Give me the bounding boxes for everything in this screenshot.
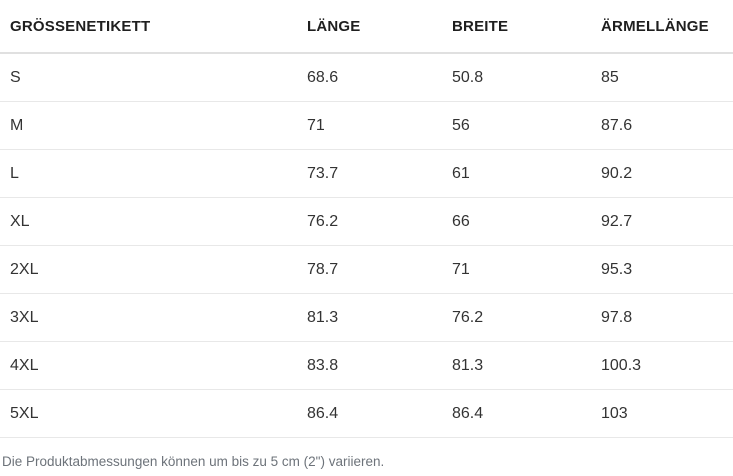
table-row-4xl: 4XL 83.8 81.3 100.3 bbox=[0, 341, 733, 390]
aermellaenge-cell: 97.8 bbox=[601, 293, 733, 342]
size-label-cell: 5XL bbox=[0, 389, 307, 438]
breite-cell: 86.4 bbox=[452, 389, 601, 438]
breite-cell: 81.3 bbox=[452, 341, 601, 390]
laenge-cell: 73.7 bbox=[307, 149, 452, 198]
column-header-aermellaenge: ÄRMELLÄNGE bbox=[601, 0, 733, 54]
aermellaenge-cell: 85 bbox=[601, 53, 733, 102]
size-label-cell: M bbox=[0, 101, 307, 150]
table-row-2xl: 2XL 78.7 71 95.3 bbox=[0, 245, 733, 294]
aermellaenge-cell: 87.6 bbox=[601, 101, 733, 150]
table-row-xl: XL 76.2 66 92.7 bbox=[0, 197, 733, 246]
table-row-l: L 73.7 61 90.2 bbox=[0, 149, 733, 198]
breite-cell: 66 bbox=[452, 197, 601, 246]
size-label-cell: 2XL bbox=[0, 245, 307, 294]
table-row-s: S 68.6 50.8 85 bbox=[0, 53, 733, 102]
size-label-cell: 4XL bbox=[0, 341, 307, 390]
breite-cell: 50.8 bbox=[452, 53, 601, 102]
aermellaenge-cell: 92.7 bbox=[601, 197, 733, 246]
laenge-cell: 71 bbox=[307, 101, 452, 150]
size-chart-table: GRÖSSENETIKETT LÄNGE BREITE ÄRMELLÄNGE S… bbox=[0, 0, 733, 438]
size-label-cell: S bbox=[0, 53, 307, 102]
table-row-m: M 71 56 87.6 bbox=[0, 101, 733, 150]
breite-cell: 61 bbox=[452, 149, 601, 198]
breite-cell: 71 bbox=[452, 245, 601, 294]
aermellaenge-cell: 100.3 bbox=[601, 341, 733, 390]
laenge-cell: 68.6 bbox=[307, 53, 452, 102]
column-header-breite: BREITE bbox=[452, 0, 601, 54]
laenge-cell: 81.3 bbox=[307, 293, 452, 342]
breite-cell: 76.2 bbox=[452, 293, 601, 342]
size-label-cell: 3XL bbox=[0, 293, 307, 342]
table-row-3xl: 3XL 81.3 76.2 97.8 bbox=[0, 293, 733, 342]
table-header-row: GRÖSSENETIKETT LÄNGE BREITE ÄRMELLÄNGE bbox=[0, 0, 733, 54]
column-header-laenge: LÄNGE bbox=[307, 0, 452, 54]
laenge-cell: 76.2 bbox=[307, 197, 452, 246]
aermellaenge-cell: 90.2 bbox=[601, 149, 733, 198]
column-header-groessenetikett: GRÖSSENETIKETT bbox=[0, 0, 307, 54]
table-row-5xl: 5XL 86.4 86.4 103 bbox=[0, 389, 733, 438]
laenge-cell: 83.8 bbox=[307, 341, 452, 390]
size-label-cell: XL bbox=[0, 197, 307, 246]
laenge-cell: 78.7 bbox=[307, 245, 452, 294]
breite-cell: 56 bbox=[452, 101, 601, 150]
laenge-cell: 86.4 bbox=[307, 389, 452, 438]
measurement-disclaimer: Die Produktabmessungen können um bis zu … bbox=[2, 454, 385, 469]
aermellaenge-cell: 103 bbox=[601, 389, 733, 438]
aermellaenge-cell: 95.3 bbox=[601, 245, 733, 294]
size-label-cell: L bbox=[0, 149, 307, 198]
